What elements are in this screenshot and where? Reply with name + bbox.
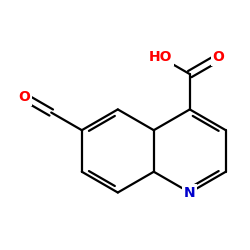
Text: O: O: [18, 90, 30, 104]
Text: N: N: [184, 186, 196, 200]
Text: O: O: [212, 50, 224, 64]
Text: HO: HO: [149, 50, 173, 64]
